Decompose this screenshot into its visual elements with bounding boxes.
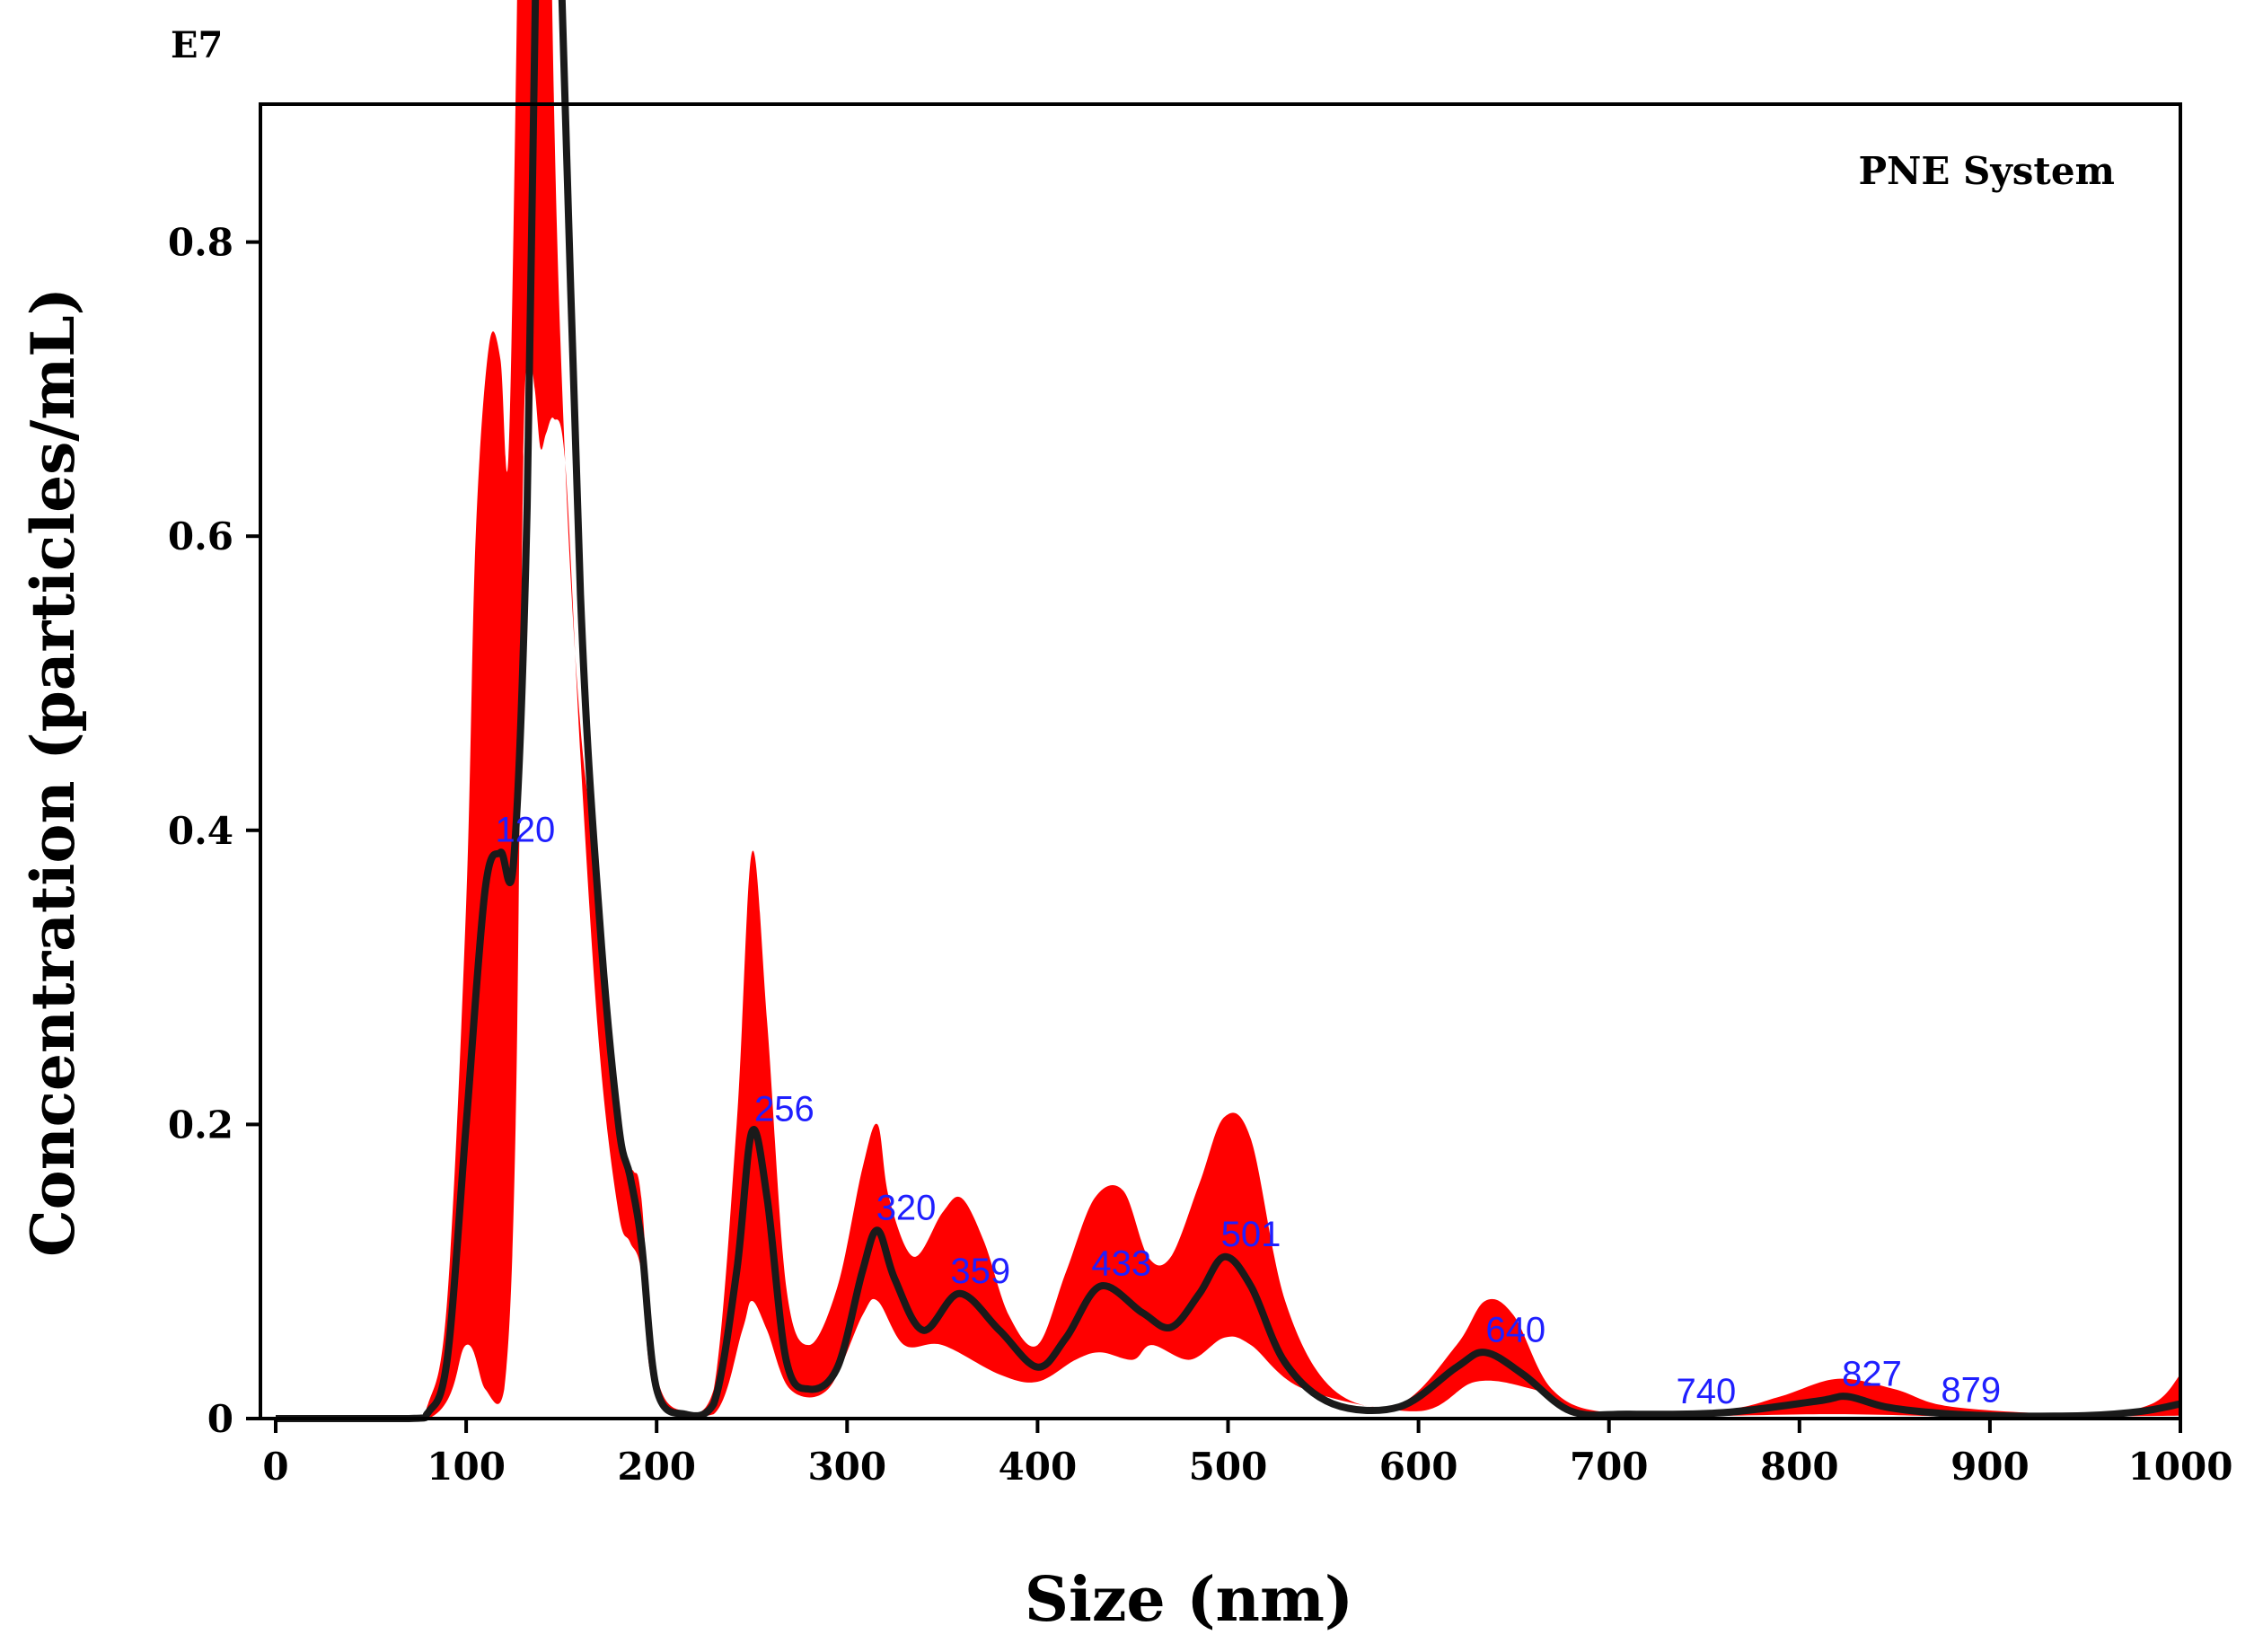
peak-label-433: 433: [1091, 1244, 1151, 1284]
peak-label-320: 320: [876, 1188, 937, 1227]
y-tick-label: 0.8: [168, 221, 233, 265]
x-tick-label: 0: [262, 1445, 288, 1489]
chart-title: PNE System: [1858, 149, 2115, 193]
peak-label-359: 359: [950, 1252, 1010, 1291]
peak-label-501: 501: [1221, 1215, 1281, 1254]
peak-label-120: 120: [496, 810, 556, 849]
x-tick-label: 100: [427, 1445, 506, 1489]
mean-line-layer: [275, 0, 2181, 1423]
y-axis-label: Concentration (particles/mL): [18, 287, 88, 1257]
y-tick-label: 0.4: [168, 809, 233, 853]
peak-label-256: 256: [754, 1090, 815, 1129]
y-axis: 00.20.40.60.81.01.21.41.6: [168, 221, 260, 1441]
peak-label-879: 879: [1941, 1370, 2001, 1410]
plot-frame: [259, 102, 2182, 1420]
y-tick-label: 0.2: [168, 1103, 233, 1147]
error-band-layer: [276, 0, 2180, 1419]
peak-label-740: 740: [1677, 1372, 1737, 1411]
x-tick-label: 200: [617, 1445, 696, 1489]
x-tick-label: 400: [999, 1445, 1078, 1489]
error-band: [276, 0, 2180, 1419]
x-tick-label: 900: [1950, 1445, 2030, 1489]
x-tick-label: 700: [1570, 1445, 1649, 1489]
peak-annotation-layer: 120143256320359433501640740827879: [496, 810, 2002, 1411]
exponent-label: E7: [171, 24, 223, 66]
x-axis-label: Size (nm): [1025, 1564, 1353, 1636]
x-tick-label: 1000: [2128, 1445, 2233, 1489]
x-tick-label: 800: [1760, 1445, 1839, 1489]
y-tick-label: 0.6: [168, 514, 233, 558]
peak-label-640: 640: [1485, 1310, 1545, 1349]
x-tick-label: 500: [1189, 1445, 1268, 1489]
y-tick-label: 0: [207, 1397, 233, 1441]
x-tick-label: 300: [807, 1445, 886, 1489]
x-axis: 0 100 200 300 400 500 600 700 800 900 1000: [262, 1419, 2232, 1489]
peak-label-827: 827: [1842, 1354, 1902, 1393]
mean-line: [275, 0, 2181, 1423]
x-tick-label: 600: [1379, 1445, 1458, 1489]
